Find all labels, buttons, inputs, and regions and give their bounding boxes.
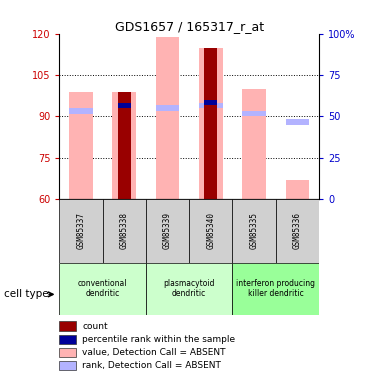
Text: GSM85339: GSM85339 bbox=[163, 212, 172, 249]
Bar bbox=[286, 180, 309, 199]
Bar bbox=[59, 262, 146, 315]
Text: count: count bbox=[82, 322, 108, 331]
Text: percentile rank within the sample: percentile rank within the sample bbox=[82, 335, 235, 344]
Text: interferon producing
killer dendritic: interferon producing killer dendritic bbox=[236, 279, 315, 298]
Bar bbox=[242, 89, 266, 199]
Bar bbox=[69, 92, 93, 199]
Text: cell type: cell type bbox=[4, 290, 48, 299]
Text: GSM85338: GSM85338 bbox=[120, 212, 129, 249]
Bar bbox=[276, 199, 319, 262]
Bar bbox=[189, 199, 233, 262]
Bar bbox=[69, 108, 93, 114]
Title: GDS1657 / 165317_r_at: GDS1657 / 165317_r_at bbox=[115, 20, 264, 33]
Bar bbox=[199, 48, 223, 199]
Bar bbox=[204, 100, 217, 105]
Bar bbox=[233, 199, 276, 262]
Bar bbox=[233, 262, 319, 315]
Bar bbox=[118, 102, 131, 108]
Text: conventional
dendritic: conventional dendritic bbox=[78, 279, 127, 298]
Text: GSM85336: GSM85336 bbox=[293, 212, 302, 249]
Text: plasmacytoid
dendritic: plasmacytoid dendritic bbox=[164, 279, 215, 298]
Bar bbox=[118, 92, 131, 199]
Bar bbox=[242, 111, 266, 116]
Bar bbox=[103, 199, 146, 262]
Bar bbox=[286, 119, 309, 124]
Bar bbox=[156, 105, 180, 111]
Bar bbox=[59, 199, 103, 262]
Text: GSM85340: GSM85340 bbox=[206, 212, 215, 249]
Bar bbox=[59, 334, 76, 344]
Bar bbox=[146, 199, 189, 262]
Bar bbox=[156, 36, 180, 199]
Bar bbox=[59, 361, 76, 370]
Text: value, Detection Call = ABSENT: value, Detection Call = ABSENT bbox=[82, 348, 226, 357]
Bar bbox=[112, 92, 136, 199]
Bar bbox=[59, 321, 76, 331]
Text: GSM85335: GSM85335 bbox=[250, 212, 259, 249]
Text: rank, Detection Call = ABSENT: rank, Detection Call = ABSENT bbox=[82, 361, 221, 370]
Bar bbox=[59, 348, 76, 357]
Text: GSM85337: GSM85337 bbox=[76, 212, 85, 249]
Bar bbox=[204, 48, 217, 199]
Bar bbox=[199, 102, 223, 108]
Bar bbox=[146, 262, 233, 315]
